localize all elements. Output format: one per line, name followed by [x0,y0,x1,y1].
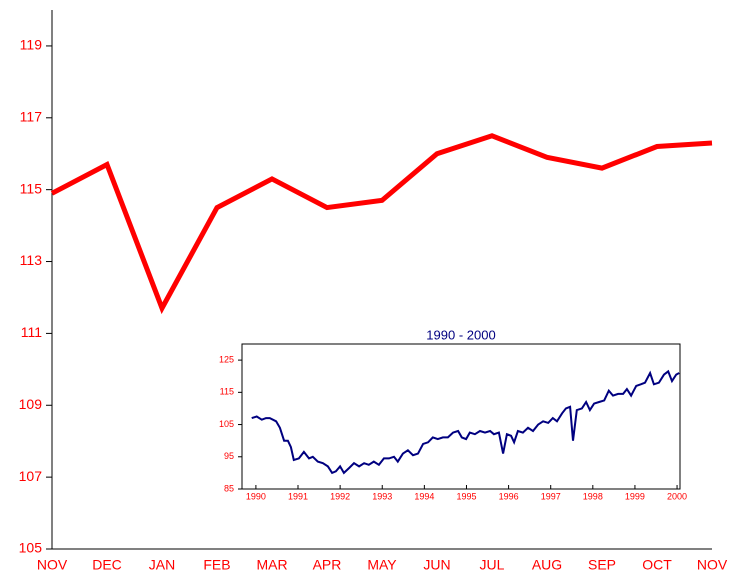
x-tick-label: 1991 [288,491,308,501]
y-tick-label: 115 [20,180,43,196]
x-tick-label: NOV [37,557,68,573]
x-tick-label: NOV [697,557,728,573]
x-tick-label: JAN [149,557,175,573]
y-tick-label: 115 [220,387,234,397]
x-tick-label: 1999 [625,491,645,501]
y-tick-label: 119 [20,37,43,53]
y-tick-label: 95 [224,451,234,461]
x-tick-label: 1990 [246,491,266,501]
y-tick-label: 85 [224,483,234,493]
y-tick-label: 109 [19,396,43,412]
x-tick-label: MAY [367,557,397,573]
y-tick-label: 117 [20,109,43,125]
x-tick-label: 1998 [583,491,603,501]
y-tick-label: 105 [219,419,234,429]
x-tick-label: OCT [642,557,672,573]
x-tick-label: DEC [92,557,122,573]
x-tick-label: JUN [423,557,450,573]
y-tick-label: 107 [19,468,43,484]
x-tick-label: 1996 [499,491,519,501]
x-tick-label: JUL [480,557,505,573]
x-tick-label: 2000 [667,491,687,501]
x-tick-label: 1995 [456,491,476,501]
y-tick-label: 113 [20,252,43,268]
x-tick-label: APR [313,557,342,573]
data-line [251,369,680,475]
x-tick-label: 1997 [541,491,561,501]
x-tick-label: 1992 [330,491,350,501]
x-tick-label: SEP [588,557,616,573]
inset-frame [241,343,681,490]
x-tick-label: FEB [203,557,230,573]
inset-title: 1990 - 2000 [426,327,495,342]
y-tick-label: 105 [19,540,43,556]
x-tick-label: 1994 [414,491,434,501]
x-tick-label: MAR [256,557,287,573]
data-line [50,133,713,315]
y-tick-label: 111 [21,324,42,340]
x-tick-label: 1993 [372,491,392,501]
x-tick-label: AUG [532,557,562,573]
y-tick-label: 125 [219,354,234,364]
